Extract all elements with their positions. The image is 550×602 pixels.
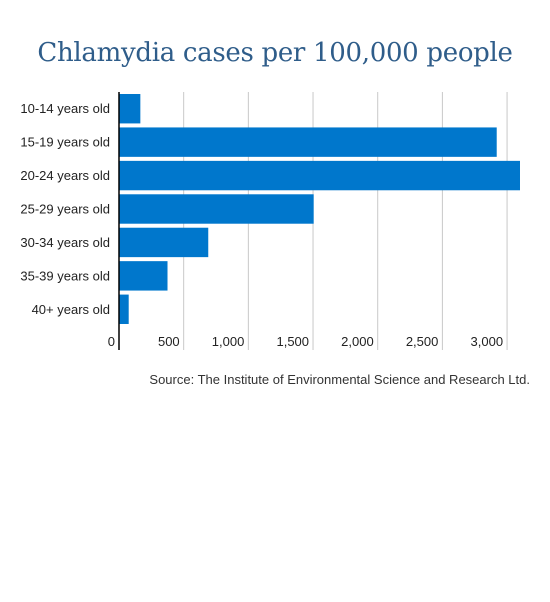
category-label: 10-14 years old: [20, 101, 110, 116]
source-note: Source: The Institute of Environmental S…: [149, 372, 530, 387]
bar-chart: 10-14 years old 15-19 years old 20-24 year…: [20, 92, 520, 350]
category-label: 30-34 years old: [20, 235, 110, 250]
bar: [119, 294, 129, 324]
x-tick-label: 500: [158, 334, 180, 349]
bar: [119, 194, 314, 224]
x-tick-label: 1,000: [212, 334, 245, 349]
category-label: 35-39 years old: [20, 268, 110, 283]
x-tick-label: 2,500: [406, 334, 439, 349]
category-label: 40+ years old: [32, 302, 110, 317]
x-tick-label: 0: [108, 334, 115, 349]
x-tick-label: 2,000: [341, 334, 374, 349]
bar: [119, 94, 141, 124]
chart-title: Chlamydia cases per 100,000 people: [37, 38, 513, 68]
category-label: 20-24 years old: [20, 168, 110, 183]
category-label: 15-19 years old: [20, 135, 110, 150]
x-tick-label: 1,500: [276, 334, 309, 349]
x-tick-label: 3,000: [471, 334, 504, 349]
bar: [119, 261, 168, 291]
bar: [119, 127, 497, 157]
bar: [119, 160, 520, 191]
category-label: 25-29 years old: [20, 202, 110, 217]
bar: [119, 227, 209, 258]
